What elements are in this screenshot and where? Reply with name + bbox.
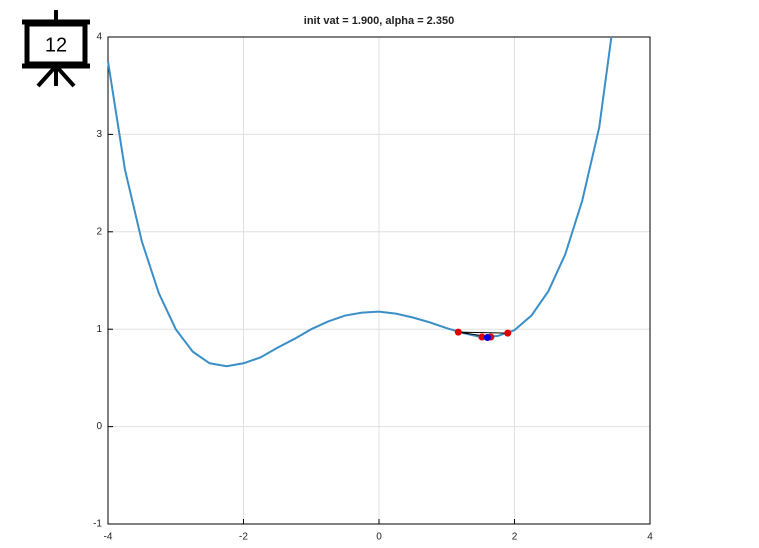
y-tick-label: 4 xyxy=(96,32,102,43)
chart-title: init vat = 1.900, alpha = 2.350 xyxy=(304,15,454,27)
iterate-point xyxy=(454,328,462,336)
iterate-point xyxy=(483,333,491,341)
iterate-point xyxy=(504,329,512,337)
y-tick-label: 1 xyxy=(96,324,102,335)
presentation-icon: 12 xyxy=(22,10,90,88)
x-tick-label: 4 xyxy=(647,532,653,543)
series-line xyxy=(107,36,613,368)
x-tick-label: 2 xyxy=(512,532,518,543)
y-tick-label: -1 xyxy=(93,519,102,530)
y-tick-label: 2 xyxy=(96,226,102,237)
x-tick-label: 0 xyxy=(376,532,382,543)
y-tick-label: 3 xyxy=(96,129,102,140)
icon-label: 12 xyxy=(45,34,67,56)
x-tick-label: -2 xyxy=(239,532,248,543)
y-tick-label: 0 xyxy=(96,421,102,432)
plot-frame xyxy=(107,36,651,525)
x-tick-label: -4 xyxy=(104,532,113,543)
iterate-point xyxy=(478,333,486,341)
